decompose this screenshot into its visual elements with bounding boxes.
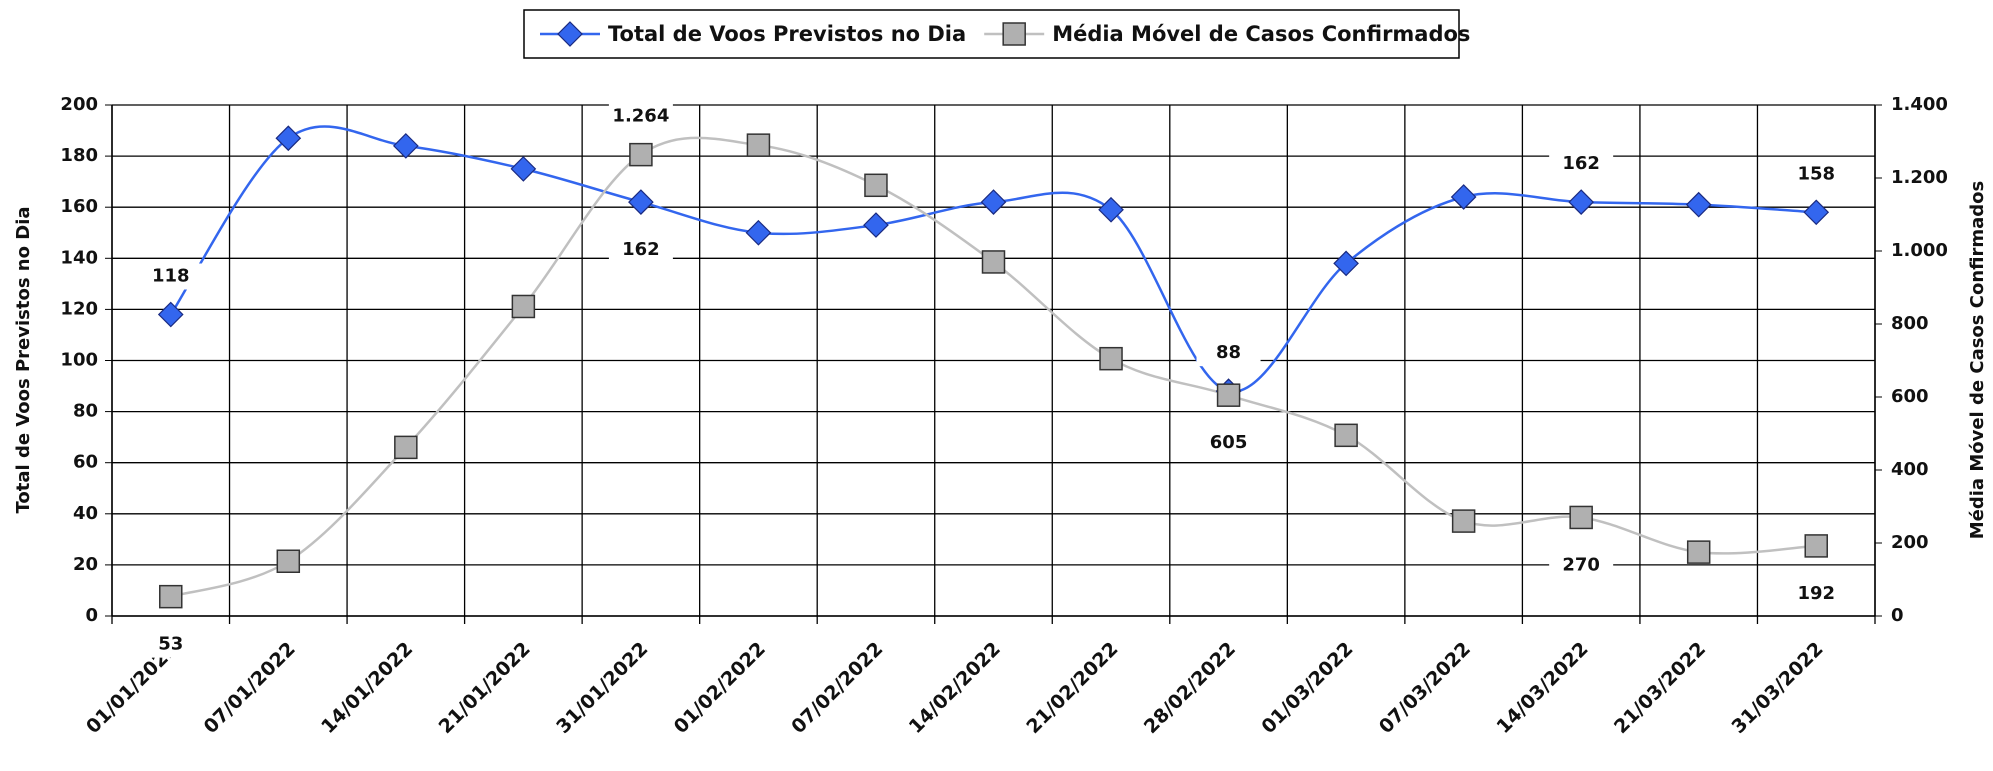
label-bg	[608, 237, 673, 264]
label-bg	[1784, 161, 1849, 188]
x-tick-label: 31/01/2022	[552, 638, 652, 738]
label-bg	[1549, 151, 1614, 178]
data-point	[510, 156, 537, 182]
data-label: 1.264	[612, 106, 669, 127]
data-point	[864, 173, 888, 198]
data-point	[746, 133, 771, 157]
y-tick-label: 140	[60, 247, 98, 268]
y2-tick-label: 200	[1891, 532, 1929, 553]
y-tick-label: 20	[73, 554, 98, 575]
y2-axis-title: Média Móvel de Casos Confirmados	[1967, 181, 1988, 540]
legend-label: Média Móvel de Casos Confirmados	[1052, 22, 1470, 46]
data-point	[157, 301, 184, 328]
data-point	[1569, 505, 1593, 530]
data-point	[1334, 423, 1358, 448]
x-tick-label: 01/02/2022	[670, 638, 770, 738]
series-line	[169, 125, 1817, 393]
legend-marker	[557, 21, 583, 47]
data-point	[1451, 509, 1476, 533]
y-tick-label: 40	[73, 503, 98, 524]
y2-tick-label: 1.200	[1891, 167, 1948, 188]
x-tick-label: 21/03/2022	[1610, 638, 1710, 738]
x-tick-label: 31/03/2022	[1728, 638, 1828, 738]
y-tick-label: 200	[60, 94, 98, 115]
x-tick-label: 28/02/2022	[1140, 638, 1240, 738]
data-label: 605	[1210, 432, 1248, 453]
data-point	[275, 125, 302, 152]
label-bg	[138, 263, 203, 290]
data-point	[1568, 189, 1595, 215]
data-point	[1803, 199, 1830, 226]
label-bg	[1196, 430, 1261, 457]
x-tick-label: 07/03/2022	[1375, 638, 1475, 738]
y-tick-label: 0	[85, 605, 98, 626]
data-point	[1450, 184, 1477, 210]
y2-tick-label: 600	[1891, 386, 1929, 407]
x-tick-label: 14/01/2022	[317, 638, 417, 738]
x-tick-label: 07/02/2022	[787, 638, 887, 738]
data-point	[629, 142, 653, 167]
data-point	[1685, 191, 1712, 218]
data-point	[863, 212, 889, 238]
x-tick-label: 21/01/2022	[435, 638, 535, 738]
y2-tick-label: 800	[1891, 313, 1929, 334]
y2-tick-label: 0	[1891, 605, 1904, 626]
data-point	[159, 584, 183, 609]
y2-tick-label: 400	[1891, 459, 1929, 480]
legend-marker	[1002, 22, 1026, 46]
data-point	[981, 250, 1006, 274]
label-bg	[1549, 552, 1614, 579]
data-label: 158	[1797, 163, 1835, 184]
y-tick-label: 60	[73, 452, 98, 473]
data-point	[980, 189, 1007, 215]
label-bg	[1196, 340, 1261, 367]
data-label: 88	[1216, 342, 1241, 363]
data-label: 192	[1797, 583, 1835, 604]
y2-tick-label: 1.000	[1891, 240, 1948, 261]
y-tick-label: 100	[60, 350, 98, 371]
data-label: 118	[152, 266, 190, 287]
y-tick-label: 120	[60, 298, 98, 319]
data-label: 162	[622, 239, 660, 260]
label-bg	[1784, 580, 1849, 607]
data-point	[1216, 383, 1241, 407]
y-tick-label: 80	[73, 401, 98, 422]
y-axis-title: Total de Voos Previstos no Dia	[13, 206, 34, 513]
data-point	[1099, 346, 1123, 371]
y-tick-label: 160	[60, 196, 98, 217]
data-point	[745, 219, 772, 246]
data-label: 270	[1562, 554, 1600, 575]
label-bg	[138, 631, 203, 658]
x-tick-label: 14/03/2022	[1492, 638, 1592, 738]
data-label: 53	[158, 634, 183, 655]
y-tick-label: 180	[60, 145, 98, 166]
x-tick-label: 21/02/2022	[1022, 638, 1122, 738]
data-point	[276, 549, 301, 573]
data-point	[392, 133, 419, 159]
x-tick-label: 01/03/2022	[1257, 638, 1357, 738]
data-label: 162	[1562, 153, 1600, 174]
data-point	[1098, 196, 1124, 223]
data-point	[394, 435, 418, 460]
label-bg	[608, 103, 673, 130]
y2-tick-label: 1.400	[1891, 94, 1948, 115]
data-point	[1333, 250, 1359, 277]
data-point	[511, 294, 536, 319]
x-tick-label: 14/02/2022	[905, 638, 1005, 738]
data-point	[1686, 540, 1711, 564]
data-point	[1804, 534, 1828, 558]
data-point	[628, 189, 654, 215]
legend-label: Total de Voos Previstos no Dia	[608, 22, 966, 46]
x-tick-label: 07/01/2022	[200, 638, 300, 738]
